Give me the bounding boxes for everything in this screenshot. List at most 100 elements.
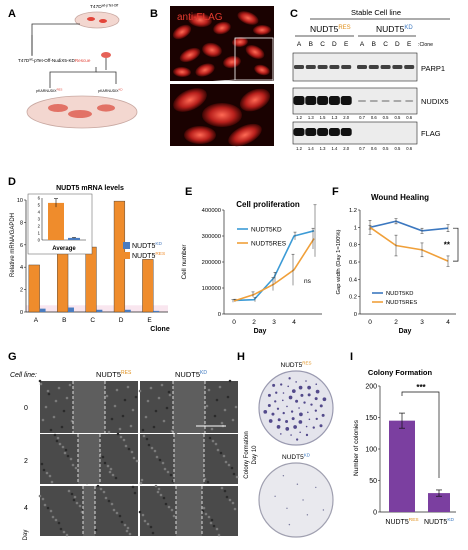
band-flag	[328, 128, 340, 136]
col-kd-sup: KD	[200, 370, 207, 376]
cell-texture	[140, 478, 144, 482]
cell-texture	[224, 460, 228, 464]
panel-letter-i: I	[350, 351, 353, 363]
fluorescent-cell	[254, 64, 270, 76]
chart-i-ylabel: Number of colonies	[353, 419, 360, 476]
inset-y-tick-label: 4	[38, 210, 41, 215]
colony	[291, 417, 295, 421]
lane-label: A	[297, 41, 302, 48]
cell-texture	[38, 379, 42, 383]
cell-texture	[99, 487, 103, 491]
band-nudix5-faint	[358, 100, 366, 102]
cell-texture	[223, 489, 227, 493]
cell-texture	[71, 463, 75, 467]
cell-texture	[213, 414, 217, 418]
cell-texture	[215, 398, 219, 402]
nudix5-quant: 0.5	[394, 115, 400, 120]
col-res: NUDT5	[96, 370, 121, 379]
x-tick-label: 0	[232, 319, 236, 326]
fluorescent-cell-zoom	[184, 126, 216, 144]
colony	[306, 514, 309, 516]
legend-swatch	[123, 242, 130, 249]
cell-texture	[118, 427, 122, 431]
y-tick-label: 0.8	[349, 243, 357, 249]
svg-text:pKARNUDIXKD: pKARNUDIXKD	[98, 88, 122, 93]
colony	[286, 507, 288, 509]
band-flag	[340, 128, 352, 136]
colony	[282, 392, 285, 394]
lane-label: D	[395, 41, 400, 48]
fluorescent-cell-zoom	[239, 88, 271, 112]
colony	[305, 425, 308, 428]
colony	[276, 425, 281, 429]
cell-texture	[133, 491, 137, 495]
group-kd: NUDT5	[376, 24, 405, 34]
flag-quant: 0.6	[406, 146, 412, 151]
cell-texture	[228, 498, 232, 502]
cell-texture	[165, 406, 169, 410]
band-parp1	[404, 65, 415, 69]
panel-b: B anti-FLAG	[150, 6, 275, 147]
colony	[298, 407, 300, 409]
y-tick-label: 8	[20, 220, 23, 226]
cell-texture	[135, 459, 139, 463]
group-res-sup: RES	[338, 25, 350, 31]
annotation-significance: **	[444, 241, 451, 250]
band-parp1	[368, 65, 379, 69]
y-tick-label: 0	[20, 310, 23, 316]
cell-texture	[150, 446, 154, 450]
x-tick-label: D	[119, 317, 124, 324]
svg-text:NUDT5KD: NUDT5KD	[376, 24, 413, 34]
cell-texture	[232, 472, 236, 476]
cell-texture	[58, 442, 62, 446]
fluorescent-cell	[245, 45, 265, 59]
cell-texture	[146, 399, 150, 403]
cell-texture	[142, 434, 146, 438]
cell-texture	[132, 456, 136, 460]
cell-texture	[219, 451, 223, 455]
cell-texture	[67, 489, 71, 493]
dish-label-res-sup: RES	[302, 361, 311, 366]
cell-texture	[217, 533, 221, 537]
colony	[271, 412, 275, 416]
legend-label: NUDT5RES	[132, 251, 165, 260]
cell-texture	[170, 508, 174, 512]
fluorescent-cell	[232, 36, 248, 48]
cell-texture	[72, 498, 76, 502]
cell-texture	[220, 486, 224, 490]
band-flag	[293, 128, 305, 136]
annotation-significance: ***	[416, 383, 426, 392]
arrow-a1	[31, 23, 80, 55]
chart-f-title: Wound Healing	[371, 193, 429, 202]
flag-quant: 0.6	[371, 146, 377, 151]
wound-gap	[173, 381, 205, 433]
bar-kd	[68, 307, 74, 312]
cell-texture	[121, 414, 125, 418]
cell-texture	[149, 386, 153, 390]
fluorescent-cell	[202, 42, 222, 58]
cell-texture	[57, 386, 61, 390]
cell-texture	[62, 530, 66, 534]
cell-texture	[204, 512, 208, 516]
cell-texture	[48, 474, 52, 478]
wound-gap	[83, 486, 95, 536]
colony	[282, 474, 285, 477]
cell-texture	[162, 419, 166, 423]
group-kd-sup: KD	[404, 25, 413, 31]
colony	[295, 381, 297, 383]
band-parp1	[305, 65, 316, 69]
cell-texture	[131, 408, 135, 412]
cell-texture	[130, 450, 134, 454]
lane-label: B	[372, 41, 376, 48]
panel-letter-g: G	[8, 351, 17, 363]
cell-texture	[153, 449, 157, 453]
colony	[288, 377, 291, 380]
cell-texture	[50, 480, 54, 484]
anti-flag-label: anti-FLAG	[177, 12, 223, 23]
colony	[322, 397, 327, 402]
band-parp1	[329, 65, 340, 69]
dish-label-kd: NUDT5	[282, 454, 304, 461]
cell-texture	[145, 437, 149, 441]
cell-texture	[56, 436, 60, 440]
cell-texture	[206, 480, 210, 484]
